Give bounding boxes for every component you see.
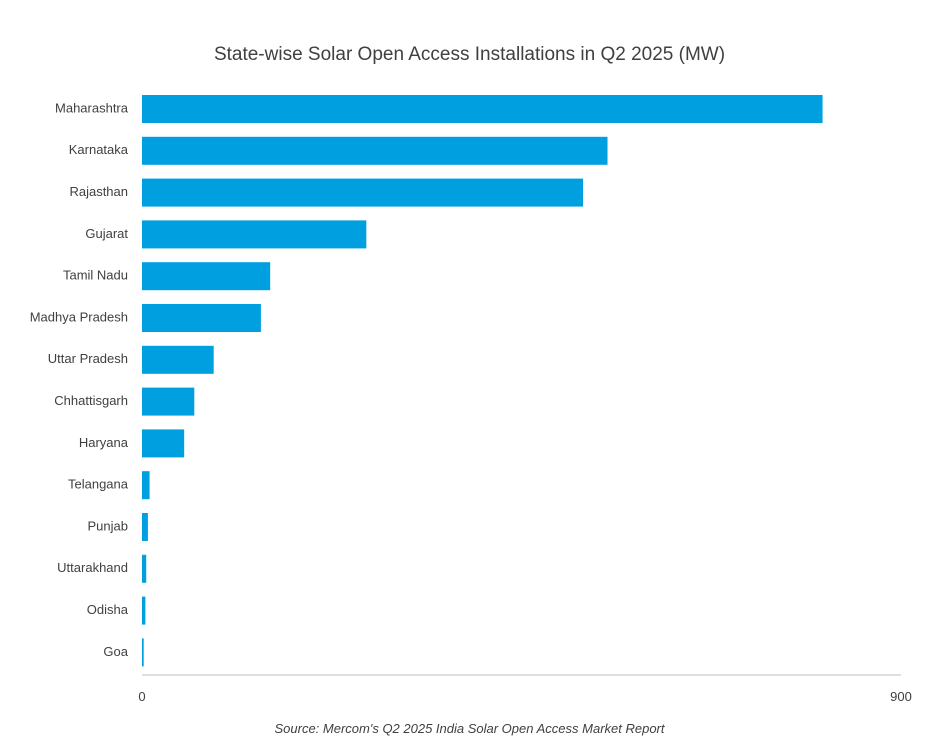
bar-maharashtra [142, 95, 823, 123]
category-label-telangana: Telangana [68, 477, 129, 492]
bar-rajasthan [142, 178, 584, 207]
category-label-madhya-pradesh: Madhya Pradesh [30, 309, 128, 324]
category-label-gujarat: Gujarat [85, 226, 128, 241]
category-label-goa: Goa [103, 644, 128, 659]
category-label-rajasthan: Rajasthan [69, 184, 128, 199]
bar-chhattisgarh [142, 387, 195, 416]
category-label-karnataka: Karnataka [69, 142, 129, 157]
bar-goa [142, 638, 144, 667]
bar-haryana [142, 429, 185, 458]
bar-madhya-pradesh [142, 304, 261, 332]
bar-odisha [142, 596, 146, 625]
category-label-uttar-pradesh: Uttar Pradesh [48, 351, 128, 366]
x-tick-label-0: 0 [138, 689, 145, 704]
category-label-punjab: Punjab [88, 518, 128, 533]
bar-tamil-nadu [142, 262, 271, 291]
category-label-chhattisgarh: Chhattisgarh [54, 393, 128, 408]
bar-uttarakhand [142, 554, 147, 583]
category-label-maharashtra: Maharashtra [55, 100, 129, 115]
bars-group [142, 95, 823, 667]
bar-karnataka [142, 136, 608, 165]
category-label-uttarakhand: Uttarakhand [57, 560, 128, 575]
bar-punjab [142, 513, 148, 541]
category-label-tamil-nadu: Tamil Nadu [63, 268, 128, 283]
category-label-haryana: Haryana [79, 435, 129, 450]
bar-gujarat [142, 220, 367, 249]
category-labels: Maharashtra Karnataka Rajasthan Gujarat Tami… [30, 100, 129, 658]
bar-uttar-pradesh [142, 345, 214, 374]
chart-title: State-wise Solar Open Access Installatio… [213, 44, 726, 65]
source-note: Source: Mercom's Q2 2025 India Solar Ope… [274, 721, 665, 736]
x-tick-label-900: 900 [890, 689, 912, 704]
bar-telangana [142, 471, 150, 500]
category-label-odisha: Odisha [87, 602, 129, 617]
x-tick-labels: 0 900 [138, 689, 911, 704]
